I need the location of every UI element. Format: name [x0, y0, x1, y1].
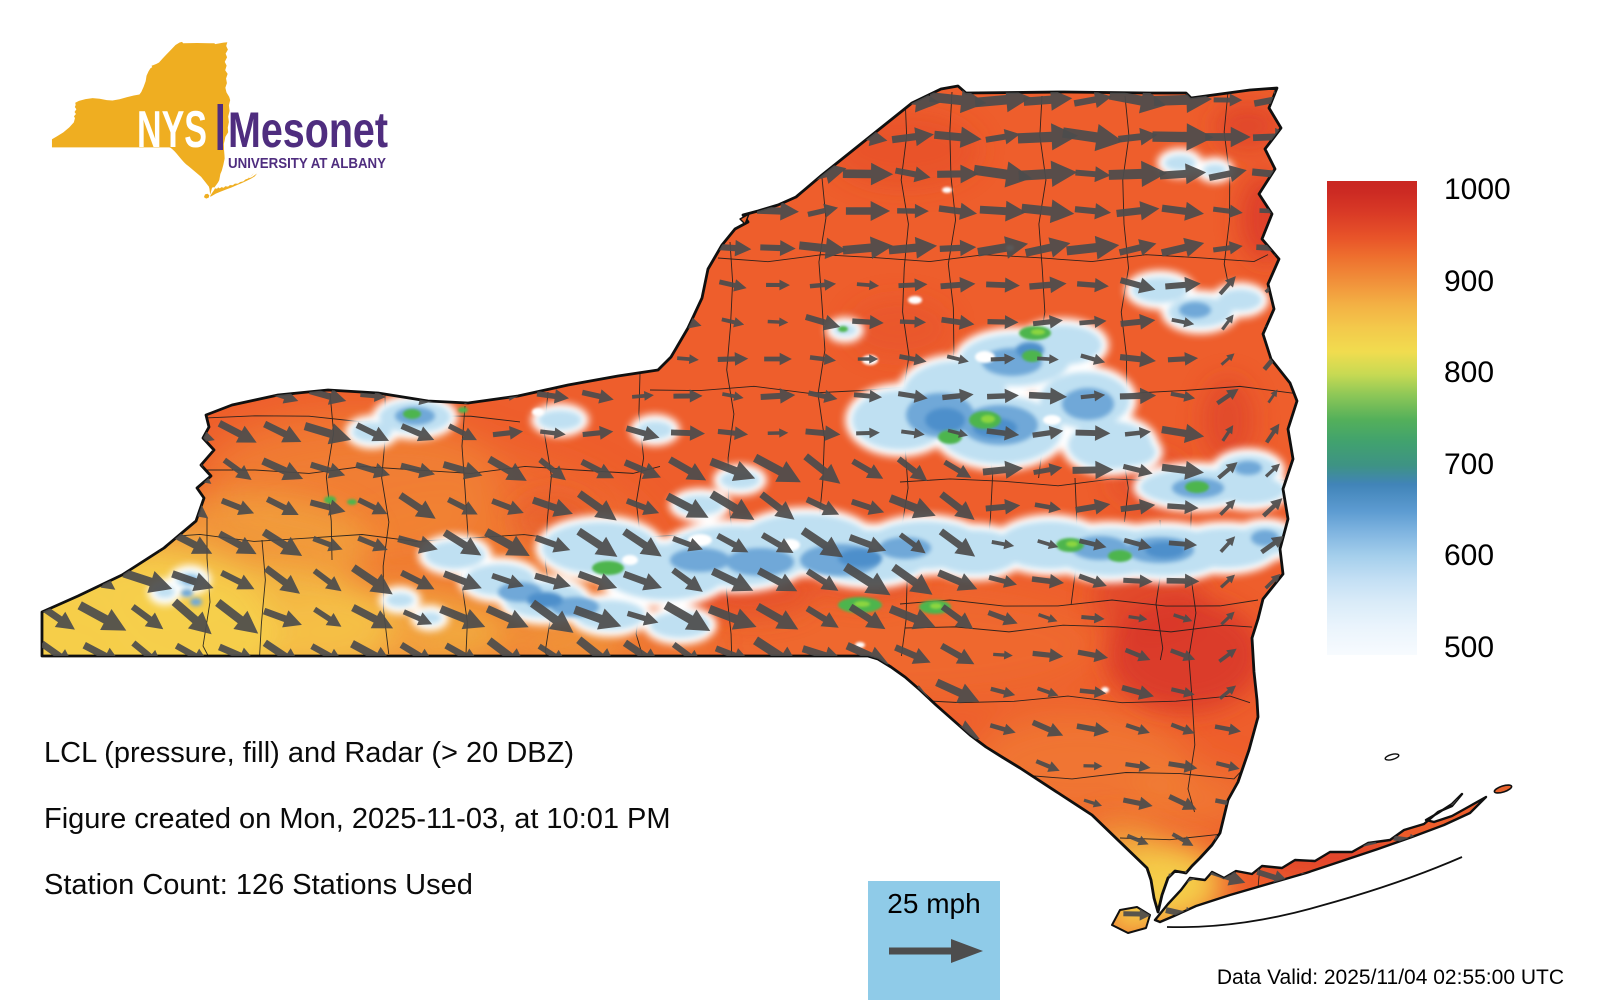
- logo-divider-bar: [217, 104, 223, 150]
- logo-nys-text: NYS: [137, 101, 207, 159]
- colorbar: [1327, 181, 1417, 655]
- state-outline: [40, 84, 1513, 934]
- figure-title: LCL (pressure, fill) and Radar (> 20 DBZ…: [44, 737, 574, 769]
- colorbar-tick-label: 500: [1444, 630, 1495, 664]
- colorbar-tick-label: 900: [1444, 264, 1495, 298]
- logo-mesonet-text: Mesonet: [228, 102, 388, 158]
- colorbar-tick-label: 700: [1444, 447, 1495, 481]
- small-island: [1384, 753, 1400, 761]
- data-valid-text: Data Valid: 2025/11/04 02:55:00 UTC: [1216, 966, 1564, 989]
- nys-mesonet-logo: NYS Mesonet UNIVERSITY AT ALBANY: [51, 41, 388, 199]
- small-island: [739, 213, 750, 225]
- wind-legend-arrow-icon: [889, 939, 983, 963]
- arrow-right-icon: [889, 939, 983, 963]
- figure-created-text: Figure created on Mon, 2025-11-03, at 10…: [44, 803, 671, 835]
- wind-speed-legend: 25 mph: [868, 881, 1000, 1000]
- small-island: [1493, 784, 1513, 794]
- colorbar-tick-label: 1000: [1444, 173, 1511, 206]
- colorbar-tick-label: 600: [1444, 539, 1495, 572]
- barrier-island-line: [1166, 856, 1463, 929]
- wind-speed-label: 25 mph: [887, 888, 981, 919]
- station-count-text: Station Count: 126 Stations Used: [44, 869, 473, 901]
- logo-tagline-text: UNIVERSITY AT ALBANY: [228, 156, 386, 172]
- colorbar-tick-label: 800: [1444, 356, 1495, 389]
